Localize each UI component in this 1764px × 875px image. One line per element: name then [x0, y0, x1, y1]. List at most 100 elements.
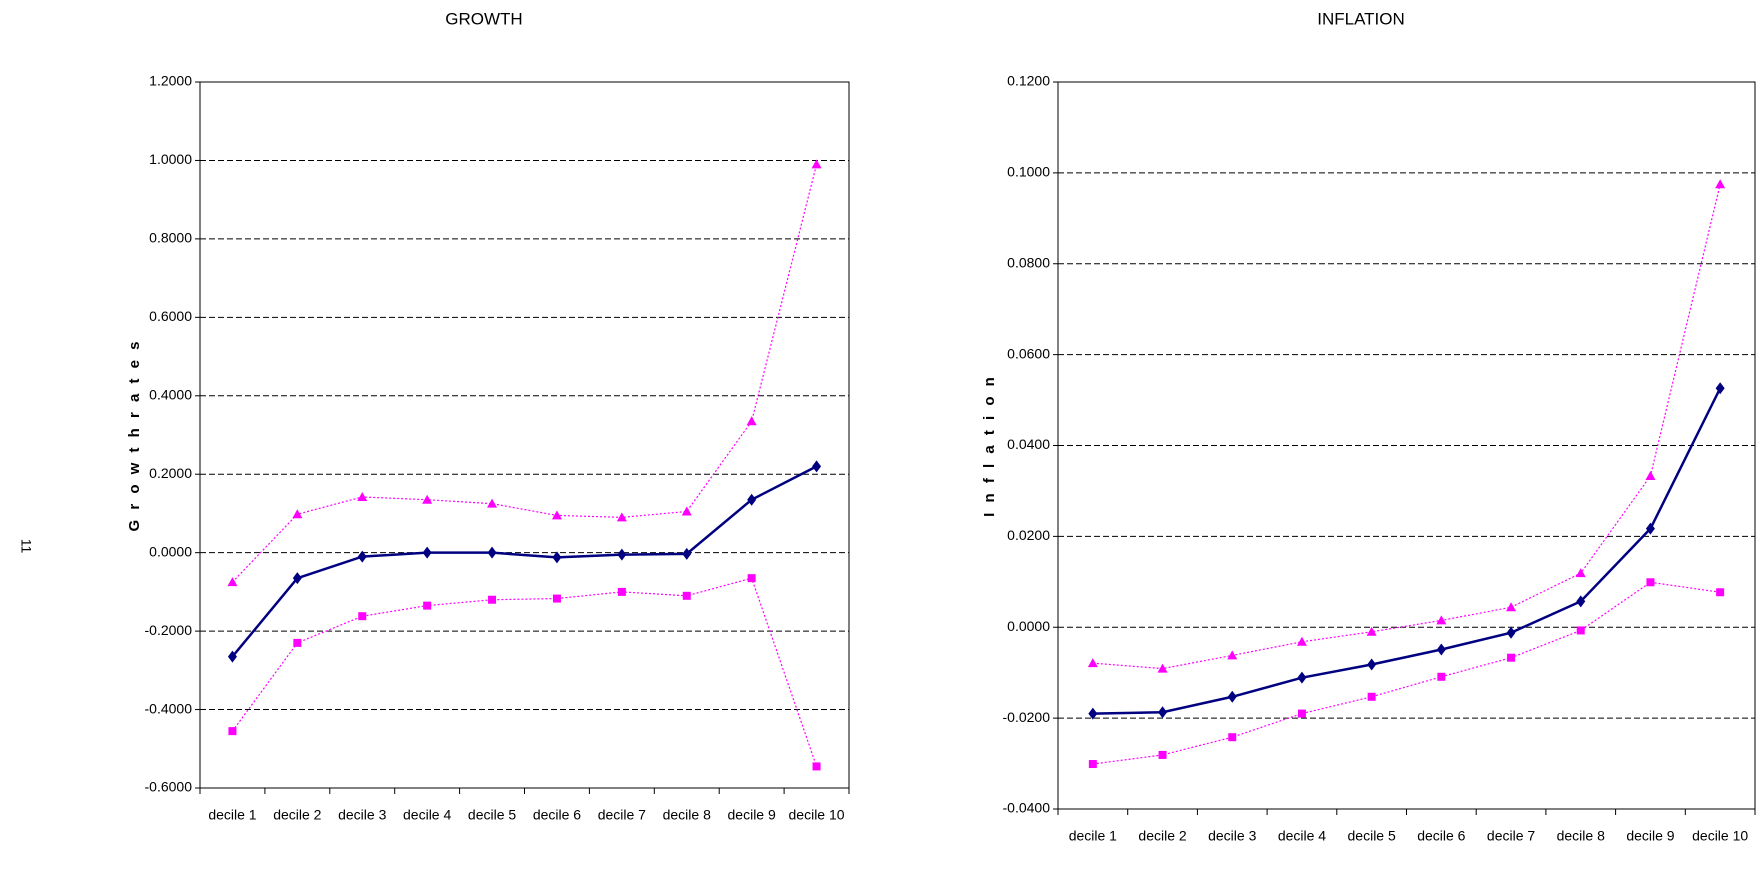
y-tick-label: 0.2000: [149, 465, 192, 481]
x-tick-label: decile 5: [1348, 828, 1396, 844]
x-tick-label: decile 7: [1487, 828, 1535, 844]
marker: [1227, 650, 1238, 660]
marker: [228, 727, 237, 736]
x-tick-label: decile 6: [1417, 828, 1465, 844]
marker: [422, 494, 433, 504]
marker: [1087, 658, 1098, 668]
marker: [552, 551, 562, 564]
marker: [682, 547, 692, 560]
marker: [292, 509, 303, 519]
marker: [292, 572, 302, 585]
marker: [747, 574, 756, 583]
y-tick-label: -0.2000: [145, 622, 193, 638]
marker: [1506, 602, 1517, 612]
x-tick-label: decile 5: [468, 807, 516, 823]
chart-title: GROWTH: [445, 9, 522, 28]
x-tick-label: decile 9: [728, 807, 776, 823]
y-tick-label: 0.0600: [1007, 345, 1050, 361]
y-axis-label: I n f l a t i o n: [981, 374, 998, 517]
marker: [617, 587, 626, 596]
marker: [812, 762, 821, 771]
y-tick-label: 0.0200: [1007, 527, 1050, 543]
x-tick-label: decile 2: [1138, 828, 1186, 844]
marker: [681, 506, 692, 516]
marker: [227, 577, 238, 587]
series-line: [232, 164, 818, 583]
marker: [488, 595, 497, 604]
y-tick-label: 0.6000: [149, 308, 192, 324]
marker: [1437, 672, 1446, 681]
chart-title: INFLATION: [1317, 9, 1405, 28]
marker: [357, 491, 368, 501]
y-tick-label: 1.2000: [149, 73, 192, 89]
marker: [1715, 382, 1725, 395]
y-axis-label: G r o w t h r a t e s: [126, 338, 143, 531]
marker: [1227, 690, 1237, 703]
marker: [682, 591, 691, 600]
series-line: [1092, 581, 1721, 765]
x-tick-label: decile 9: [1626, 828, 1674, 844]
marker: [423, 601, 432, 610]
marker: [1088, 707, 1098, 720]
y-tick-label: 0.0000: [1007, 618, 1050, 634]
marker: [1296, 636, 1307, 646]
x-tick-label: decile 7: [598, 807, 646, 823]
y-tick-label: -0.0200: [1003, 709, 1051, 725]
x-tick-label: decile 2: [273, 807, 321, 823]
series-line: [1092, 387, 1722, 715]
marker: [1367, 692, 1376, 701]
marker: [812, 460, 822, 473]
marker: [1646, 578, 1655, 587]
series-line: [231, 465, 818, 658]
x-tick-label: decile 8: [1557, 828, 1605, 844]
marker: [551, 510, 562, 520]
marker: [1506, 626, 1516, 639]
x-tick-label: decile 10: [1692, 828, 1748, 844]
marker: [1645, 522, 1655, 535]
marker: [358, 612, 367, 621]
page-number: 11: [18, 539, 34, 554]
y-tick-label: 0.1000: [1007, 164, 1050, 180]
series-line: [231, 577, 818, 767]
x-tick-label: decile 6: [533, 807, 581, 823]
y-tick-label: 0.0000: [149, 543, 192, 559]
y-tick-label: -0.4000: [145, 700, 193, 716]
y-tick-label: 0.8000: [149, 230, 192, 246]
marker: [1228, 733, 1237, 742]
marker: [1367, 658, 1377, 671]
x-tick-label: decile 10: [789, 807, 845, 823]
marker: [1576, 626, 1585, 635]
x-tick-label: decile 8: [663, 807, 711, 823]
marker: [552, 594, 561, 603]
marker: [487, 498, 498, 508]
y-tick-label: 0.0800: [1007, 254, 1050, 270]
x-tick-label: decile 3: [338, 807, 386, 823]
marker: [1297, 671, 1307, 684]
marker: [1297, 709, 1306, 718]
marker: [1158, 750, 1167, 759]
marker: [811, 159, 822, 169]
y-tick-label: 0.4000: [149, 386, 192, 402]
marker: [616, 512, 627, 522]
y-tick-label: -0.6000: [145, 779, 193, 795]
y-tick-label: -0.0400: [1003, 800, 1051, 816]
marker: [1715, 179, 1726, 189]
x-tick-label: decile 3: [1208, 828, 1256, 844]
marker: [1575, 568, 1586, 578]
y-tick-label: 1.0000: [149, 151, 192, 167]
marker: [1716, 588, 1725, 597]
y-tick-label: 0.1200: [1007, 73, 1050, 89]
marker: [617, 548, 627, 561]
x-tick-label: decile 1: [1069, 828, 1117, 844]
marker: [487, 546, 497, 559]
marker: [1157, 663, 1168, 673]
marker: [1576, 595, 1586, 608]
marker: [422, 546, 432, 559]
series-line: [1092, 184, 1721, 670]
marker: [747, 493, 757, 506]
marker: [1645, 470, 1656, 480]
marker: [293, 638, 302, 647]
marker: [1507, 653, 1516, 662]
